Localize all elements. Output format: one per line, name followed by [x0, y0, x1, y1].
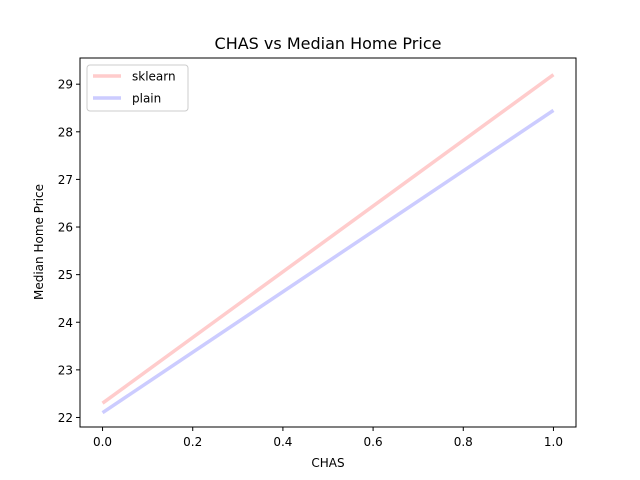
x-tick-label: 0.6	[364, 435, 383, 449]
x-tick-label: 0.8	[454, 435, 473, 449]
series-line-plain	[101, 108, 555, 415]
x-tick-label: 1.0	[544, 435, 563, 449]
x-axis-label: CHAS	[311, 456, 344, 470]
plot-area-frame	[79, 57, 577, 428]
axes-layer: 0.0 0.2 0.4 0.6 0.8 1.0 22 23 24 25 26 27 28 29	[58, 57, 577, 449]
x-tick-label: 0.2	[183, 435, 202, 449]
y-tick-label: 27	[58, 173, 73, 187]
y-tick-label: 26	[58, 221, 73, 235]
y-axis-label: Median Home Price	[32, 184, 46, 300]
y-tick-label: 23	[58, 363, 73, 377]
y-tick-label: 22	[58, 411, 73, 425]
y-tick-label: 28	[58, 125, 73, 139]
legend-label-sklearn: sklearn	[132, 70, 176, 84]
y-tick-label: 25	[58, 268, 73, 282]
series-line-sklearn	[101, 73, 555, 405]
x-tick-label: 0.0	[93, 435, 112, 449]
chart-title: CHAS vs Median Home Price	[215, 34, 442, 53]
legend: sklearn plain	[86, 64, 189, 112]
series-layer	[101, 73, 555, 415]
legend-label-plain: plain	[132, 92, 161, 106]
x-tick-label: 0.4	[273, 435, 292, 449]
y-tick-label: 29	[58, 78, 73, 92]
y-tick-label: 24	[58, 316, 73, 330]
